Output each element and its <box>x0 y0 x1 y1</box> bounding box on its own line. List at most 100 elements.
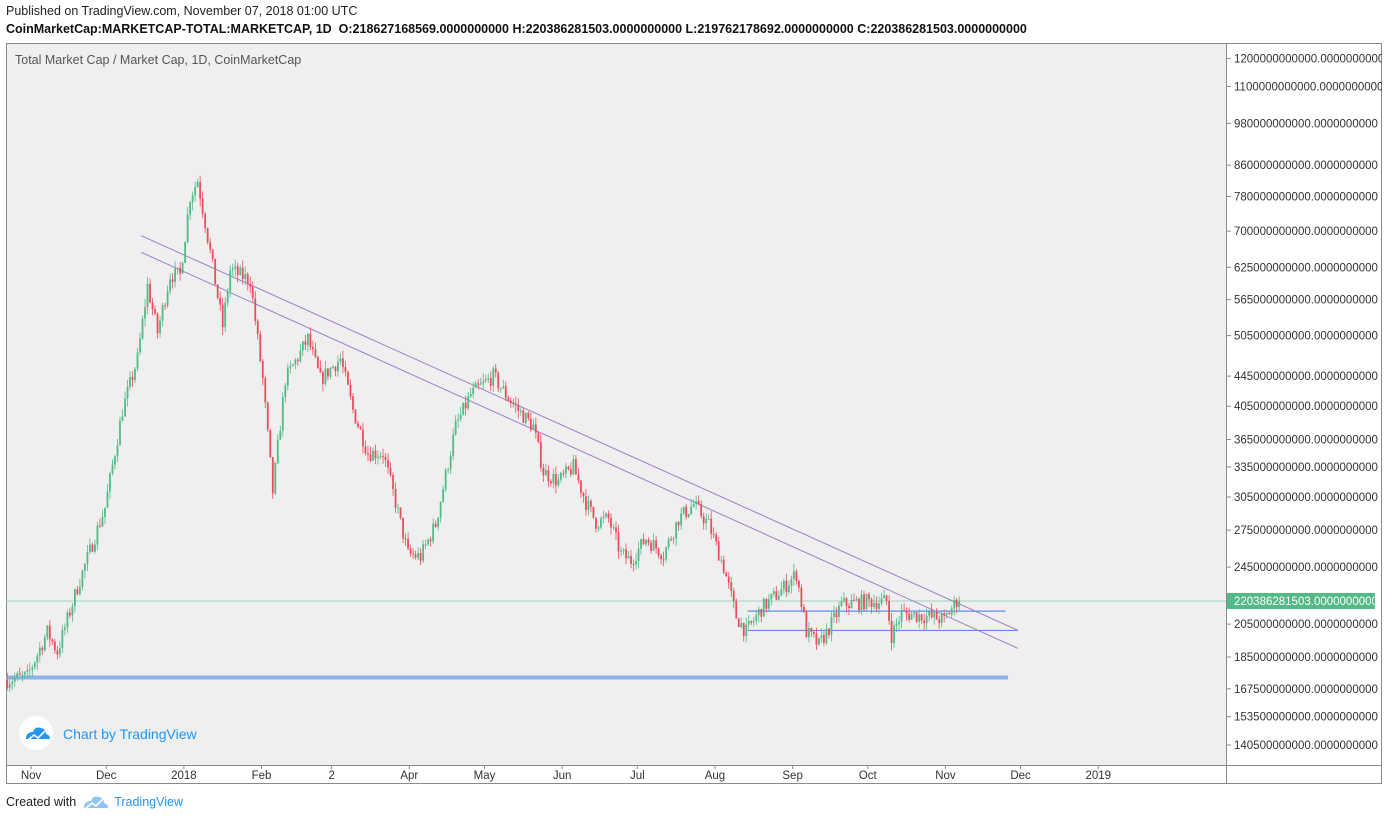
candle-up <box>720 559 723 561</box>
candle-up <box>499 388 502 390</box>
candle-up <box>226 291 229 303</box>
candle-up <box>860 594 863 611</box>
candle-down <box>662 559 665 561</box>
candle-up <box>755 615 758 621</box>
candle-down <box>577 474 580 481</box>
candle-up <box>106 491 109 508</box>
candle-down <box>800 587 803 607</box>
candle-up <box>444 470 447 490</box>
candle-up <box>780 589 783 596</box>
candle-down <box>542 467 545 476</box>
candle-down <box>554 474 557 486</box>
candle-up <box>740 622 743 628</box>
candle-down <box>256 321 259 335</box>
candle-up <box>73 589 76 607</box>
time-axis[interactable]: Nov Dec 2018 Feb 2 Apr May Jun Jul Aug Sep Oct Nov De… <box>21 765 1111 782</box>
candle-down <box>477 383 480 385</box>
candle-up <box>605 513 607 517</box>
candle-down <box>269 429 272 458</box>
candle-up <box>58 648 61 655</box>
candle-up <box>139 338 141 353</box>
candle-up <box>883 595 885 599</box>
candle-up <box>602 516 605 519</box>
candle-up <box>244 274 247 280</box>
candle-down <box>384 456 387 460</box>
candle-up <box>790 578 793 586</box>
candle-down <box>765 598 768 609</box>
candle-down <box>655 540 657 549</box>
tradingview-link[interactable]: TradingView <box>114 795 183 809</box>
candle-down <box>321 372 324 384</box>
price-chart[interactable]: 1200000000000.0000000000 1100000000000.00… <box>6 43 1384 784</box>
time-axis-label: Nov <box>21 770 42 782</box>
candle-down <box>209 242 212 250</box>
candle-up <box>467 396 470 409</box>
candle-down <box>304 341 307 345</box>
candle-up <box>194 187 197 196</box>
chart-border <box>6 43 1382 784</box>
price-axis-label: 275000000000.0000000000 <box>1234 525 1378 537</box>
candle-up <box>114 456 116 465</box>
tradingview-watermark[interactable]: Chart by TradingView <box>19 716 197 750</box>
time-axis-label: Jun <box>553 770 572 782</box>
candle-down <box>362 429 364 447</box>
candle-down <box>259 334 262 361</box>
candle-down <box>399 507 402 518</box>
candle-down <box>51 639 54 642</box>
candle-down <box>760 609 763 617</box>
candle-down <box>53 641 56 651</box>
candle-up <box>782 580 785 590</box>
candle-up <box>124 398 126 417</box>
candle-down <box>539 441 542 468</box>
candle-up <box>119 420 121 446</box>
chart-legend-title: Total Market Cap / Market Cap, 1D, CoinM… <box>15 53 301 67</box>
price-axis[interactable]: 1200000000000.0000000000 1100000000000.00… <box>1226 54 1384 752</box>
candle-up <box>229 270 232 292</box>
price-axis-label: 860000000000.0000000000 <box>1234 160 1378 172</box>
candle-up <box>427 539 430 545</box>
candle-down <box>149 283 151 303</box>
price-axis-label: 205000000000.0000000000 <box>1234 619 1378 631</box>
candle-down <box>657 548 660 556</box>
candle-up <box>161 305 164 321</box>
candle-up <box>289 366 292 368</box>
price-axis-label: 1100000000000.0000000000 <box>1234 81 1382 93</box>
candle-down <box>845 598 848 606</box>
candle-up <box>159 320 161 334</box>
candle-up <box>11 681 14 685</box>
downtrend-line-lower <box>141 251 1019 649</box>
candle-down <box>590 500 592 507</box>
candle-up <box>437 517 440 527</box>
candle-down <box>199 182 202 199</box>
candle-up <box>16 673 19 678</box>
candle-down <box>582 492 585 497</box>
candle-down <box>349 384 352 397</box>
candle-down <box>18 673 21 675</box>
candle-up <box>339 358 342 362</box>
candle-up <box>234 266 237 269</box>
candle-up <box>838 605 840 617</box>
candle-down <box>835 612 838 617</box>
candle-up <box>181 262 184 274</box>
candle-up <box>950 608 953 615</box>
time-axis-label: 2018 <box>171 770 197 782</box>
candle-down <box>562 472 565 474</box>
low-value: L:219762178692.0000000000 <box>685 22 854 36</box>
candle-up <box>116 445 119 457</box>
candle-up <box>878 603 880 609</box>
candle-down <box>547 470 550 482</box>
candle-down <box>697 501 700 505</box>
chart-frame[interactable]: 1200000000000.0000000000 1100000000000.00… <box>6 43 1384 784</box>
candle-up <box>134 368 136 380</box>
candle-up <box>299 350 302 361</box>
price-axis-label: 1200000000000.0000000000 <box>1234 54 1382 66</box>
candle-down <box>875 602 878 609</box>
open-value: O:218627168569.0000000000 <box>338 22 509 36</box>
candle-down <box>179 267 182 274</box>
candle-down <box>870 599 873 607</box>
candle-up <box>439 501 442 518</box>
candle-down <box>908 613 911 620</box>
candle-up <box>640 539 642 549</box>
candle-down <box>828 628 830 635</box>
time-axis-label: Nov <box>935 770 956 782</box>
